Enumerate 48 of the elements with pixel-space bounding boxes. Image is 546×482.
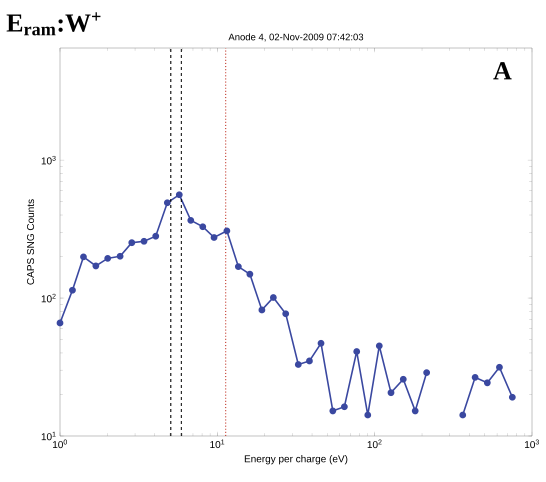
point bbox=[128, 239, 136, 246]
point bbox=[459, 412, 466, 418]
point bbox=[306, 358, 313, 364]
x-tick-label: 10$^{1}$ bbox=[210, 440, 224, 448]
point bbox=[187, 216, 194, 224]
annotation: A bbox=[493, 62, 512, 80]
point bbox=[80, 253, 87, 260]
point bbox=[176, 191, 183, 198]
point bbox=[140, 238, 148, 245]
y-tick-label: 10$^{1}$ bbox=[42, 432, 56, 440]
point bbox=[484, 379, 491, 386]
point bbox=[376, 342, 383, 350]
y-tick-label: 10$^{2}$ bbox=[42, 294, 56, 302]
point bbox=[246, 270, 254, 278]
point bbox=[294, 361, 302, 368]
point bbox=[496, 364, 503, 371]
point bbox=[56, 320, 64, 326]
point bbox=[210, 234, 218, 241]
point bbox=[152, 232, 160, 240]
point bbox=[423, 369, 430, 376]
point bbox=[282, 310, 290, 318]
point bbox=[329, 408, 336, 414]
point bbox=[318, 340, 324, 347]
point bbox=[164, 199, 171, 206]
point bbox=[270, 294, 277, 301]
x-tick-label: 10$^{0}$ bbox=[53, 440, 67, 448]
x-tick-label: 10$^{3}$ bbox=[525, 440, 539, 448]
text: E$_{ram}$:W$^{+}$ bbox=[6, 12, 100, 36]
point bbox=[199, 223, 206, 230]
y-tick-label: 10$^{3}$ bbox=[42, 156, 56, 164]
point bbox=[69, 286, 76, 294]
chart-title: Anode 4, 02-Nov-2009 07:42:03 bbox=[228, 33, 364, 42]
point bbox=[223, 227, 230, 234]
point bbox=[353, 348, 360, 355]
point bbox=[472, 374, 479, 381]
point bbox=[234, 263, 242, 270]
point bbox=[388, 389, 394, 396]
point bbox=[412, 408, 419, 414]
point bbox=[116, 252, 124, 260]
point bbox=[92, 262, 100, 270]
point bbox=[364, 412, 372, 418]
point bbox=[340, 403, 348, 410]
point bbox=[258, 306, 266, 314]
x-tick-label: 10$^{2}$ bbox=[368, 440, 382, 448]
point bbox=[104, 254, 112, 262]
y-axis-title: CAPS SNG Counts bbox=[27, 199, 34, 285]
point bbox=[400, 376, 407, 383]
x-axis-title: Energy per charge (eV) bbox=[244, 455, 348, 464]
